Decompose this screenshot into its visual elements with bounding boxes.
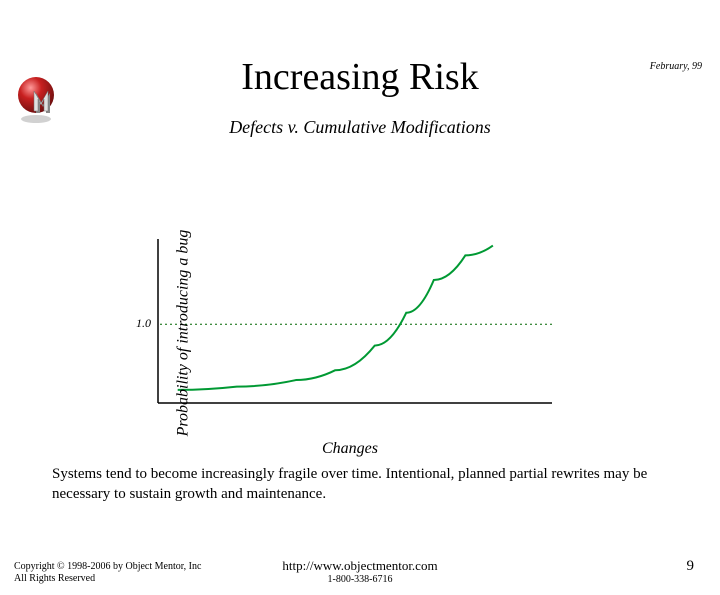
copyright-line2: All Rights Reserved: [14, 573, 201, 585]
chart-svg: [130, 235, 560, 415]
copyright: Copyright © 1998-2006 by Object Mentor, …: [14, 561, 201, 585]
logo: [14, 75, 68, 129]
footer: Copyright © 1998-2006 by Object Mentor, …: [0, 551, 720, 585]
copyright-line1: Copyright © 1998-2006 by Object Mentor, …: [14, 561, 201, 573]
body-paragraph: Systems tend to become increasingly frag…: [52, 465, 668, 504]
footer-phone: 1-800-338-6716: [282, 574, 437, 585]
date-header: February, 99: [650, 61, 702, 72]
y-tick-1: 1.0: [136, 316, 151, 331]
chart-subtitle: Defects v. Cumulative Modifications: [0, 117, 720, 138]
y-axis-label: Probability of introducing a bug: [174, 229, 192, 436]
footer-url: http://www.objectmentor.com: [282, 558, 437, 574]
risk-chart: Probability of introducing a bug 1.0 Cha…: [130, 235, 570, 430]
page-title: Increasing Risk: [0, 55, 720, 99]
page-number: 9: [687, 558, 695, 575]
x-axis-label: Changes: [322, 440, 378, 458]
footer-center: http://www.objectmentor.com 1-800-338-67…: [282, 558, 437, 585]
